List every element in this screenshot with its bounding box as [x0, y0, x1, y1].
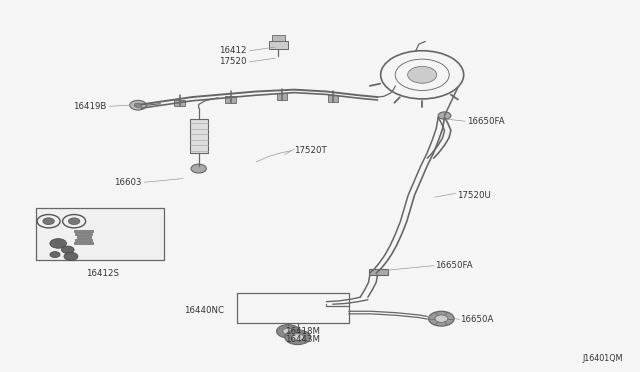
Bar	[272, 35, 285, 41]
Bar	[237, 293, 349, 323]
Circle shape	[408, 66, 436, 83]
Circle shape	[438, 112, 451, 119]
Circle shape	[43, 218, 54, 225]
Circle shape	[191, 164, 206, 173]
Circle shape	[292, 334, 303, 340]
Bar	[36, 208, 164, 260]
Circle shape	[50, 238, 67, 248]
Bar	[369, 269, 388, 275]
Text: 16650A: 16650A	[461, 315, 494, 324]
Circle shape	[130, 100, 147, 110]
Text: 16412S: 16412S	[86, 269, 120, 278]
Text: 16443M: 16443M	[285, 335, 320, 344]
Text: 16418M: 16418M	[285, 327, 320, 336]
Bar	[189, 119, 207, 153]
Text: 17520: 17520	[219, 57, 246, 66]
Text: 16440NC: 16440NC	[184, 307, 224, 315]
Circle shape	[435, 315, 448, 323]
Text: 16650FA: 16650FA	[435, 261, 472, 270]
Circle shape	[276, 325, 300, 338]
Circle shape	[64, 252, 78, 260]
Text: 16412: 16412	[219, 46, 246, 55]
Text: 17520T: 17520T	[294, 146, 327, 155]
Text: 16603: 16603	[114, 178, 141, 187]
Circle shape	[50, 251, 60, 257]
Circle shape	[429, 311, 454, 326]
Bar	[77, 235, 91, 238]
Circle shape	[285, 330, 310, 344]
Bar	[276, 93, 287, 100]
Bar	[74, 230, 93, 232]
Text: 16650FA: 16650FA	[467, 117, 504, 126]
Text: J16401QM: J16401QM	[583, 354, 623, 363]
Bar	[76, 233, 92, 235]
Text: 17520U: 17520U	[458, 191, 491, 200]
Circle shape	[283, 328, 293, 334]
Bar	[74, 241, 93, 244]
Bar	[269, 41, 288, 49]
Bar	[225, 96, 236, 103]
Bar	[174, 100, 184, 106]
Text: 16419B: 16419B	[73, 102, 106, 111]
Circle shape	[134, 103, 142, 108]
Circle shape	[61, 246, 74, 253]
Bar	[76, 238, 92, 241]
Circle shape	[68, 218, 80, 225]
Bar	[328, 95, 338, 102]
